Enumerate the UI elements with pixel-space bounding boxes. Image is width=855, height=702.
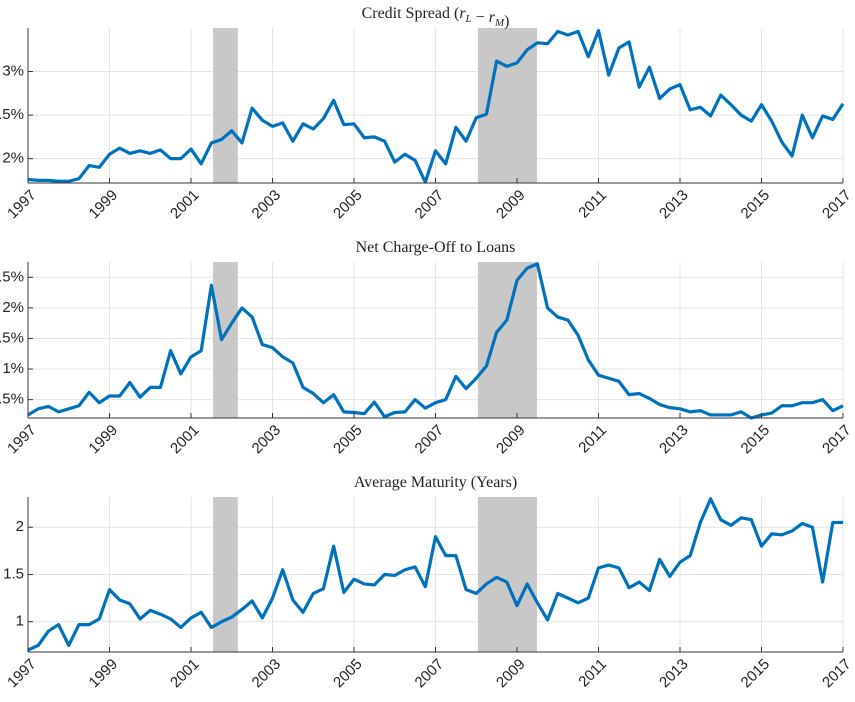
y-tick-label: 2.5% — [0, 268, 24, 285]
subplot-title: Credit Spread (rL − rM) — [362, 5, 510, 30]
x-tick-label: 2015 — [738, 187, 774, 223]
recession-band — [477, 497, 537, 652]
x-tick-label: 2015 — [738, 656, 774, 692]
subplot: 1997 1999 2001 2003 2005 2007 2009 2011 2013 2015… — [3, 474, 854, 691]
y-tick-label: 2% — [2, 299, 24, 316]
data-line — [27, 29, 845, 184]
x-tick-label: 2011 — [575, 187, 610, 222]
recession-band — [213, 262, 238, 418]
subplot: 1997 1999 2001 2003 2005 2007 2009 2011 2013 2015… — [0, 5, 855, 222]
x-tick-label: 2003 — [249, 422, 285, 458]
y-tick-label: 2% — [2, 150, 24, 167]
x-tick-label: 2015 — [738, 422, 774, 458]
x-tick-label: 2009 — [493, 656, 529, 692]
x-tick-label: 2001 — [167, 187, 203, 223]
x-tick-label: 1999 — [86, 422, 122, 458]
y-tick-label: 0.5% — [0, 391, 24, 408]
recession-band — [213, 497, 238, 652]
x-tick-label: 2017 — [819, 422, 855, 458]
y-tick-label: 1.5 — [3, 565, 24, 582]
y-tick-label: 1% — [2, 360, 24, 377]
y-tick-label: 1 — [16, 613, 24, 630]
x-tick-label: 2005 — [330, 656, 366, 692]
x-tick-label: 2003 — [249, 656, 285, 692]
y-tick-label: 3% — [2, 63, 24, 80]
y-tick-label: 1.5% — [0, 329, 24, 346]
x-tick-label: 2007 — [412, 656, 448, 692]
subplot-title: Average Maturity (Years) — [354, 474, 517, 491]
recession-band — [213, 28, 238, 183]
x-tick-label: 2003 — [249, 187, 285, 223]
x-tick-label: 2005 — [330, 422, 366, 458]
subplot: 1997 1999 2001 2003 2005 2007 2009 2011 2013 2015… — [0, 239, 855, 457]
x-tick-label: 2009 — [493, 187, 529, 223]
y-tick-label: 2.5% — [0, 106, 24, 123]
x-tick-label: 2001 — [167, 656, 203, 692]
x-tick-label: 1997 — [4, 422, 40, 458]
x-tick-label: 2007 — [412, 187, 448, 223]
x-tick-label: 2007 — [412, 422, 448, 458]
data-line — [27, 262, 844, 420]
x-tick-label: 2013 — [656, 187, 692, 223]
recession-band — [477, 262, 537, 418]
subplot-title: Net Charge-Off to Loans — [356, 239, 516, 256]
x-tick-label: 1997 — [4, 187, 40, 223]
x-tick-label: 2013 — [656, 656, 692, 692]
x-tick-label: 1999 — [86, 656, 122, 692]
y-tick-label: 2 — [16, 518, 24, 535]
x-tick-label: 1999 — [86, 187, 122, 223]
x-tick-label: 1997 — [4, 656, 40, 692]
x-tick-label: 2017 — [819, 187, 855, 223]
x-tick-label: 2011 — [575, 656, 610, 691]
x-tick-label: 2013 — [656, 422, 692, 458]
x-tick-label: 2009 — [493, 422, 529, 458]
data-line — [27, 497, 843, 652]
x-tick-label: 2011 — [575, 422, 610, 457]
x-tick-label: 2017 — [819, 656, 855, 692]
x-tick-label: 2001 — [167, 422, 203, 458]
x-tick-label: 2005 — [330, 187, 366, 223]
